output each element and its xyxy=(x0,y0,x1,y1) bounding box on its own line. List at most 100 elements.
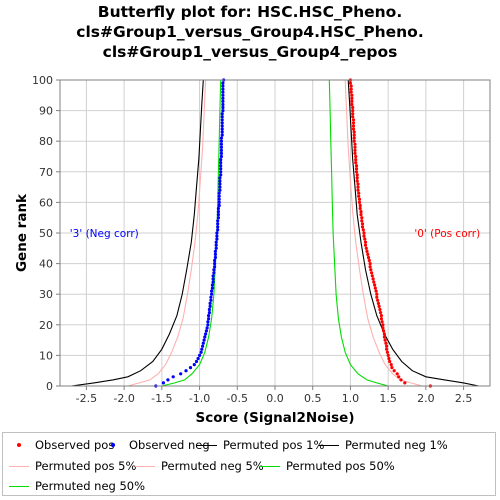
legend-swatch xyxy=(258,460,282,472)
point-observed-neg xyxy=(212,268,216,272)
y-axis-label: Gene rank xyxy=(14,193,30,272)
point-observed-pos xyxy=(355,176,359,180)
point-observed-pos xyxy=(357,191,361,195)
point-observed-pos xyxy=(349,84,353,88)
series-line-permuted-neg-5 xyxy=(127,79,207,387)
point-observed-neg xyxy=(212,271,216,275)
point-observed-neg xyxy=(202,338,206,342)
point-observed-neg xyxy=(218,176,222,180)
point-observed-pos xyxy=(381,323,385,327)
point-observed-neg xyxy=(219,158,223,162)
point-observed-pos xyxy=(361,228,365,232)
y-tick-label: 90 xyxy=(39,105,53,118)
point-observed-neg xyxy=(219,170,223,174)
point-observed-pos xyxy=(358,206,362,211)
y-tick-label: 80 xyxy=(39,135,53,148)
x-tick-label: -0.5 xyxy=(227,392,248,405)
legend-swatch xyxy=(7,480,31,492)
legend-label: Permuted neg 1% xyxy=(345,438,448,452)
point-observed-neg xyxy=(207,311,211,315)
point-observed-neg xyxy=(161,381,165,385)
point-observed-neg xyxy=(221,99,225,103)
point-observed-neg xyxy=(211,277,215,281)
point-observed-pos xyxy=(380,320,384,324)
point-observed-neg xyxy=(194,359,199,364)
point-observed-neg xyxy=(217,197,221,201)
point-observed-neg xyxy=(220,133,224,137)
point-observed-pos xyxy=(358,203,362,208)
point-observed-pos xyxy=(387,356,391,361)
point-observed-neg xyxy=(205,326,209,330)
legend-swatch xyxy=(101,439,125,451)
point-observed-neg xyxy=(211,274,215,278)
point-observed-neg xyxy=(211,280,215,284)
series-line-permuted-neg-1 xyxy=(71,79,204,387)
point-observed-pos xyxy=(370,271,374,275)
point-observed-pos xyxy=(352,139,356,143)
series-line-permuted-pos-50 xyxy=(328,79,389,387)
point-observed-neg xyxy=(219,145,223,149)
x-axis-label: Score (Signal2Noise) xyxy=(195,410,354,426)
point-observed-pos xyxy=(362,231,366,235)
legend-item-permuted-pos-50: Permuted pos 50% xyxy=(258,459,395,473)
point-observed-neg xyxy=(196,356,200,361)
point-observed-pos xyxy=(370,274,374,278)
point-observed-neg xyxy=(219,148,223,152)
legend-swatch xyxy=(195,439,219,451)
point-observed-pos xyxy=(354,158,358,162)
point-observed-pos xyxy=(364,246,368,250)
point-observed-pos xyxy=(382,335,386,339)
legend-label: Permuted neg 50% xyxy=(35,479,146,493)
point-observed-neg xyxy=(217,194,221,198)
point-observed-neg xyxy=(221,96,225,100)
point-observed-neg xyxy=(218,179,222,183)
point-observed-neg xyxy=(204,332,208,336)
point-observed-pos xyxy=(357,200,362,204)
y-tick-label: 40 xyxy=(39,258,53,271)
point-observed-pos xyxy=(354,161,358,165)
point-observed-pos xyxy=(363,240,368,244)
point-observed-neg xyxy=(204,329,208,333)
legend-item-observed-pos: Observed pos xyxy=(7,438,114,452)
point-observed-pos xyxy=(369,268,373,272)
point-observed-neg xyxy=(220,118,224,122)
point-observed-pos xyxy=(371,277,375,281)
point-observed-pos xyxy=(389,363,393,367)
point-observed-neg xyxy=(219,154,223,159)
x-tick-label: -2.5 xyxy=(76,392,97,405)
point-observed-neg xyxy=(216,219,220,223)
point-observed-pos xyxy=(352,130,356,134)
point-observed-neg xyxy=(166,378,170,382)
chart-title-line-2: cls#Group1_versus_Group4.HSC_Pheno. xyxy=(76,23,424,41)
point-observed-neg xyxy=(218,182,222,186)
point-observed-pos xyxy=(373,283,377,287)
legend-swatch xyxy=(7,439,31,451)
point-observed-neg xyxy=(217,203,221,208)
point-observed-neg xyxy=(213,252,217,256)
point-observed-neg xyxy=(216,216,220,220)
point-observed-pos xyxy=(359,210,363,214)
legend-label: Permuted pos 5% xyxy=(35,459,137,473)
point-observed-pos xyxy=(350,99,354,103)
point-observed-neg xyxy=(219,167,223,171)
point-observed-pos xyxy=(385,344,389,348)
point-observed-pos xyxy=(351,124,356,128)
point-observed-pos xyxy=(381,326,385,330)
point-observed-neg xyxy=(221,105,225,110)
point-observed-neg xyxy=(221,84,225,88)
point-observed-pos xyxy=(352,133,356,137)
point-observed-pos xyxy=(385,347,389,351)
point-observed-neg xyxy=(220,124,224,128)
point-observed-pos xyxy=(383,338,387,342)
axes: -2.5 -2.0 -1.5 -1.0 -0.5 0.0 0.5 1.0 1.5 2.0 2.5 0 1… xyxy=(32,74,472,405)
grid xyxy=(60,79,490,387)
point-observed-neg xyxy=(188,366,193,370)
series-line-permuted-pos-1 xyxy=(347,79,479,387)
point-observed-neg xyxy=(203,335,207,339)
point-observed-pos xyxy=(360,222,365,226)
point-observed-pos xyxy=(397,375,401,379)
point-observed-neg xyxy=(192,363,196,367)
point-observed-neg xyxy=(199,350,203,354)
point-observed-neg xyxy=(216,210,220,214)
point-observed-pos xyxy=(379,311,383,315)
